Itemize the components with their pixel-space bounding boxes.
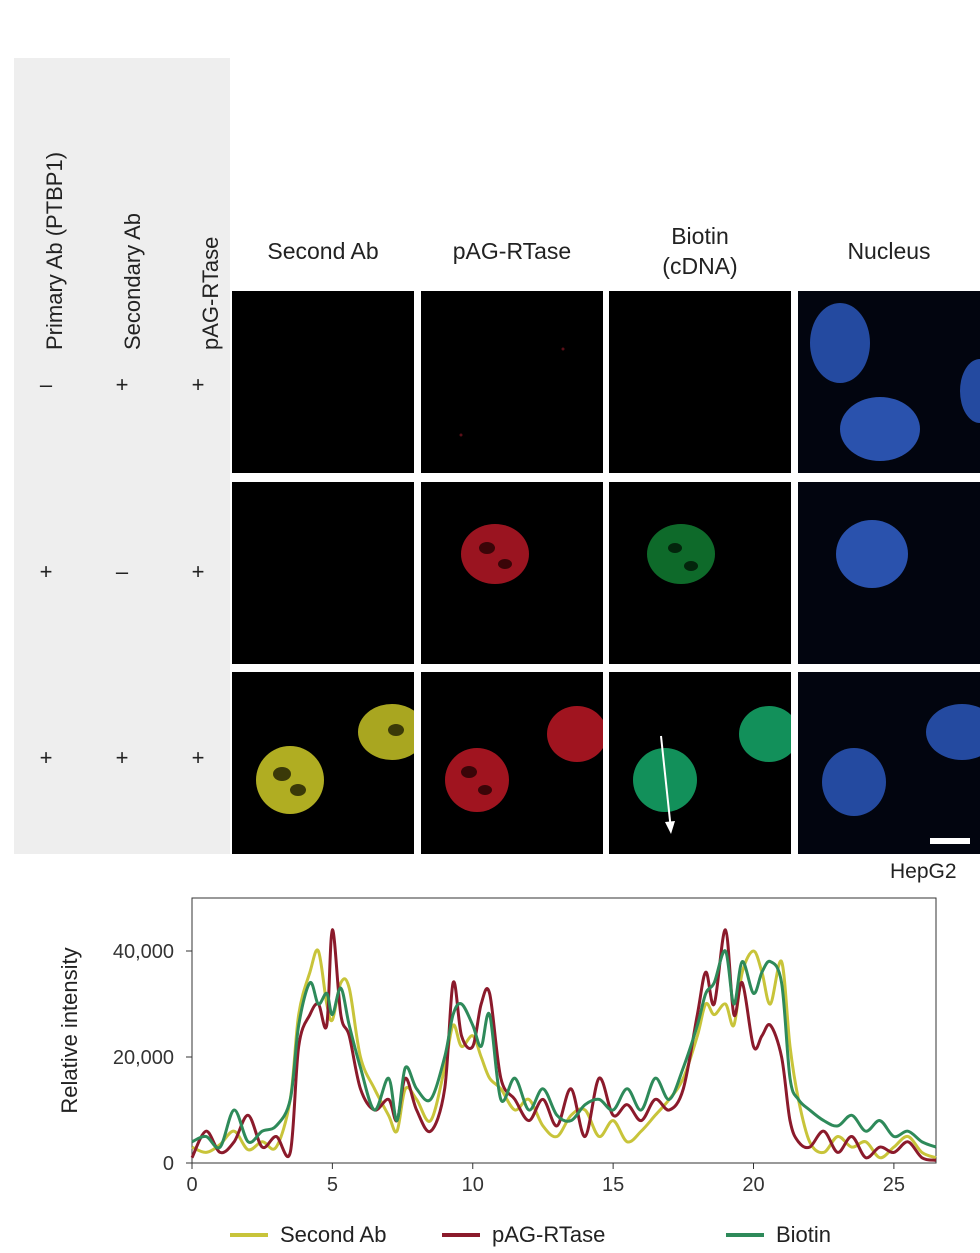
column-header-pag-rtase: pAG-RTase <box>421 236 603 266</box>
legend-pag-rtase: pAG-RTase <box>442 1222 605 1248</box>
image-row1-nucleus <box>798 291 980 473</box>
column-header-nucleus: Nucleus <box>798 236 980 266</box>
row2-pag-sign: + <box>191 559 205 584</box>
column-header-second-ab: Second Ab <box>232 236 414 266</box>
row3-secondary-sign: + <box>115 745 129 770</box>
row2-secondary-sign: – <box>115 559 129 584</box>
legend-second-ab: Second Ab <box>230 1222 386 1248</box>
row2-primary-sign: + <box>39 559 53 584</box>
y-axis-label: Relative intensity <box>57 947 82 1113</box>
image-row3-second-ab <box>232 672 414 854</box>
conditions-panel: Primary Ab (PTBP1) Secondary Ab pAG-RTas… <box>14 58 230 854</box>
plot-frame <box>191 897 937 1164</box>
image-row3-biotin <box>609 672 791 854</box>
x-tick-label-1: 5 <box>327 1174 338 1196</box>
x-tick-label-2: 10 <box>462 1174 484 1196</box>
row3-primary-sign: + <box>39 745 53 770</box>
x-tick-label-3: 15 <box>602 1174 624 1196</box>
row1-secondary-sign: + <box>115 372 129 397</box>
x-tick-label-4: 20 <box>742 1174 764 1196</box>
column-header-nucleus-text: Nucleus <box>847 238 931 264</box>
legend-swatch-second-ab <box>230 1233 268 1237</box>
image-row2-pag-rtase <box>421 482 603 664</box>
legend-label-second-ab: Second Ab <box>280 1222 387 1247</box>
cell-line-label: HepG2 <box>890 860 957 883</box>
legend-swatch-pag-rtase <box>442 1233 480 1237</box>
row3-pag-sign: + <box>191 745 205 770</box>
legend-label-biotin: Biotin <box>776 1222 832 1247</box>
image-row2-biotin <box>609 482 791 664</box>
column-header-biotin-line2: (cDNA) <box>662 253 738 279</box>
row1-primary-sign: – <box>39 372 53 397</box>
image-row3-nucleus <box>798 672 980 854</box>
image-row1-second-ab <box>232 291 414 473</box>
image-row2-nucleus <box>798 482 980 664</box>
legend-swatch-biotin <box>726 1233 764 1237</box>
series-line-biotin <box>191 949 937 1150</box>
condition-label-pag-rtase: pAG-RTase <box>198 236 223 350</box>
condition-label-primary-ab: Primary Ab (PTBP1) <box>42 151 67 350</box>
column-header-second-ab-text: Second Ab <box>267 238 379 264</box>
series-line-second-ab <box>191 948 937 1160</box>
column-header-biotin: Biotin (cDNA) <box>609 221 791 281</box>
image-row1-biotin <box>609 291 791 473</box>
intensity-profile-chart: 0 5 10 15 20 25 0 20,000 40,000 Relative intensit… <box>57 897 937 1196</box>
column-header-pag-rtase-text: pAG-RTase <box>452 238 572 264</box>
row1-pag-sign: + <box>191 372 205 397</box>
legend-label-pag-rtase: pAG-RTase <box>492 1222 606 1247</box>
y-tick-label-1: 20,000 <box>113 1047 174 1069</box>
image-row3-pag-rtase <box>421 672 603 854</box>
x-tick-label-0: 0 <box>186 1174 197 1196</box>
series-line-pag-rtase <box>190 928 937 1162</box>
image-row1-pag-rtase <box>421 291 603 473</box>
image-row2-second-ab <box>232 482 414 664</box>
condition-label-secondary-ab: Secondary Ab <box>120 213 145 350</box>
legend-biotin: Biotin <box>726 1222 831 1248</box>
x-tick-label-5: 25 <box>883 1174 905 1196</box>
y-tick-label-0: 0 <box>163 1153 174 1175</box>
column-header-biotin-line1: Biotin <box>671 223 729 249</box>
y-tick-label-2: 40,000 <box>113 941 174 963</box>
